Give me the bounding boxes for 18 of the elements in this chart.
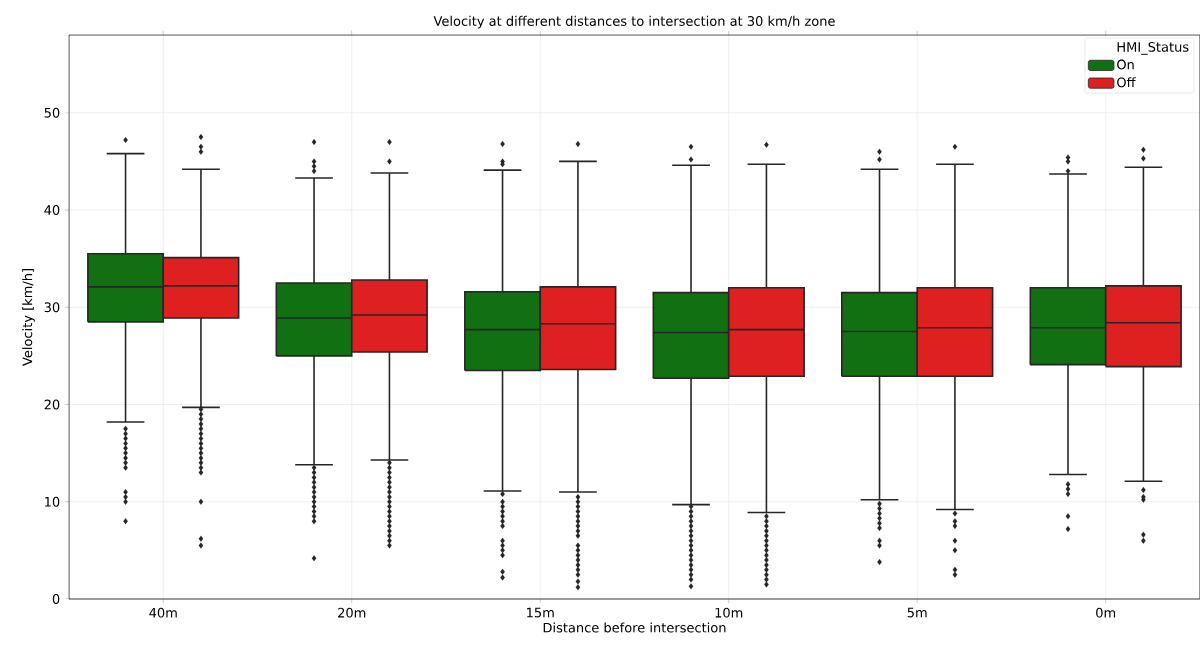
y-tick-label: 10	[45, 496, 60, 507]
y-tick-label: 20	[44, 399, 60, 410]
x-tick-label: 0m	[1096, 607, 1116, 618]
x-tick-label: 5m	[907, 607, 927, 618]
x-tick-label: 40m	[149, 607, 177, 618]
chart-title: Velocity at different distances to intersection at 30 km/h zone	[433, 15, 835, 29]
legend-label: On	[1117, 59, 1134, 70]
y-tick-label: 0	[52, 594, 60, 604]
legend-title: HMI_Status	[1117, 42, 1189, 55]
x-tick-label: 10m	[715, 607, 743, 618]
x-tick-label: 20m	[338, 607, 366, 618]
x-axis-title: Distance before intersection	[543, 622, 726, 633]
y-tick-label: 30	[44, 302, 60, 313]
legend-label: Off	[1117, 77, 1136, 88]
y-tick-label: 40	[44, 205, 60, 215]
y-axis-title: Velocity [km/h]	[22, 269, 35, 366]
y-tick-label: 50	[44, 107, 60, 118]
x-tick-label: 15m	[527, 607, 554, 618]
